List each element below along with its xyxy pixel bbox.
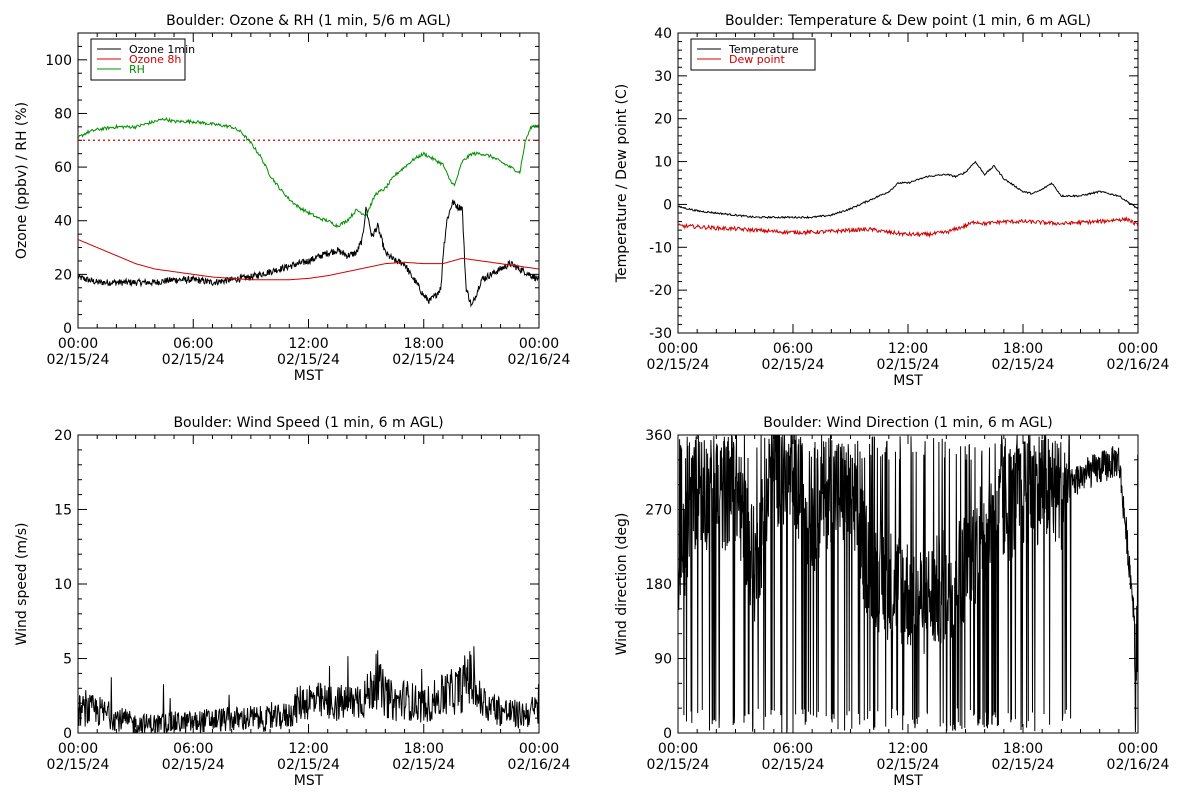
x-tick-date: 02/15/24 bbox=[392, 757, 455, 773]
x-tick-date: 02/15/24 bbox=[392, 352, 455, 368]
x-tick-date: 02/16/24 bbox=[1107, 757, 1170, 773]
series-line-ozone-1min bbox=[78, 199, 539, 308]
y-tick-label: 60 bbox=[54, 160, 72, 176]
x-tick-time: 00:00 bbox=[58, 741, 98, 757]
x-tick-date: 02/15/24 bbox=[762, 757, 825, 773]
x-tick-date: 02/15/24 bbox=[47, 757, 110, 773]
x-tick-time: 00:00 bbox=[658, 341, 698, 357]
y-tick-label: -30 bbox=[649, 326, 672, 342]
x-tick-date: 02/15/24 bbox=[992, 757, 1055, 773]
y-tick-label: 90 bbox=[654, 652, 672, 668]
legend-entry: Ozone 1min bbox=[129, 43, 195, 56]
x-tick-date: 02/15/24 bbox=[277, 757, 340, 773]
x-tick-date: 02/15/24 bbox=[762, 357, 825, 373]
x-axis-label: MST bbox=[893, 773, 923, 789]
series-line bbox=[678, 435, 1138, 733]
x-tick-time: 06:00 bbox=[773, 341, 813, 357]
x-tick-date: 02/15/24 bbox=[162, 757, 225, 773]
chart-title: Boulder: Ozone & RH (1 min, 5/6 m AGL) bbox=[166, 13, 451, 29]
y-tick-label: 0 bbox=[63, 726, 72, 742]
x-tick-date: 02/15/24 bbox=[647, 357, 710, 373]
series-line-ozone-8h bbox=[78, 239, 539, 281]
x-tick-date: 02/15/24 bbox=[877, 357, 940, 373]
x-tick-time: 00:00 bbox=[58, 336, 98, 352]
x-tick-time: 06:00 bbox=[173, 741, 213, 757]
chart-title: Boulder: Wind Speed (1 min, 6 m AGL) bbox=[173, 415, 443, 431]
y-axis-label: Temperature / Dew point (C) bbox=[614, 84, 630, 283]
chart-panel-2: Boulder: Temperature & Dew point (1 min,… bbox=[614, 13, 1170, 389]
chart-panel-1: Boulder: Ozone & RH (1 min, 5/6 m AGL)02… bbox=[14, 13, 571, 384]
legend-box bbox=[690, 38, 816, 71]
y-tick-label: 0 bbox=[663, 726, 672, 742]
chart-panel-4: Boulder: Wind Direction (1 min, 6 m AGL)… bbox=[614, 415, 1170, 789]
x-tick-time: 12:00 bbox=[288, 336, 328, 352]
legend-entry: RH bbox=[129, 63, 145, 76]
x-tick-time: 06:00 bbox=[773, 741, 813, 757]
y-axis-label: Wind direction (deg) bbox=[614, 513, 630, 656]
y-tick-label: 15 bbox=[54, 503, 72, 519]
x-tick-date: 02/16/24 bbox=[508, 352, 571, 368]
x-tick-time: 18:00 bbox=[1003, 741, 1043, 757]
y-tick-label: 5 bbox=[63, 652, 72, 668]
x-tick-time: 18:00 bbox=[1003, 341, 1043, 357]
x-tick-date: 02/16/24 bbox=[1107, 357, 1170, 373]
series-line-rh bbox=[78, 117, 539, 229]
x-tick-date: 02/16/24 bbox=[508, 757, 571, 773]
y-tick-label: 360 bbox=[645, 428, 672, 444]
y-tick-label: 20 bbox=[654, 112, 672, 128]
y-tick-label: 270 bbox=[645, 503, 672, 519]
x-tick-date: 02/15/24 bbox=[992, 357, 1055, 373]
x-axis-label: MST bbox=[893, 373, 923, 389]
x-tick-time: 12:00 bbox=[288, 741, 328, 757]
x-tick-date: 02/15/24 bbox=[277, 352, 340, 368]
y-axis-label: Ozone (ppbv) / RH (%) bbox=[14, 102, 30, 259]
x-tick-time: 12:00 bbox=[888, 741, 928, 757]
x-tick-date: 02/15/24 bbox=[647, 757, 710, 773]
y-tick-label: 100 bbox=[45, 53, 72, 69]
x-tick-time: 00:00 bbox=[658, 741, 698, 757]
x-axis-label: MST bbox=[294, 368, 324, 384]
series-line bbox=[78, 646, 539, 733]
chart-title: Boulder: Wind Direction (1 min, 6 m AGL) bbox=[763, 415, 1052, 431]
y-tick-label: 10 bbox=[54, 577, 72, 593]
x-tick-time: 00:00 bbox=[1118, 341, 1158, 357]
y-tick-label: 20 bbox=[54, 428, 72, 444]
x-tick-time: 00:00 bbox=[1118, 741, 1158, 757]
y-tick-label: -10 bbox=[649, 240, 672, 256]
x-tick-time: 06:00 bbox=[173, 336, 213, 352]
chart-title: Boulder: Temperature & Dew point (1 min,… bbox=[725, 13, 1091, 29]
y-tick-label: 20 bbox=[54, 267, 72, 283]
y-tick-label: 40 bbox=[54, 214, 72, 230]
x-tick-time: 00:00 bbox=[519, 741, 559, 757]
x-tick-time: 00:00 bbox=[519, 336, 559, 352]
y-axis-label: Wind speed (m/s) bbox=[14, 523, 30, 646]
x-tick-time: 18:00 bbox=[404, 741, 444, 757]
y-tick-label: 0 bbox=[63, 321, 72, 337]
x-tick-date: 02/15/24 bbox=[47, 352, 110, 368]
x-tick-time: 12:00 bbox=[888, 341, 928, 357]
y-tick-label: -20 bbox=[649, 283, 672, 299]
legend-entry: Temperature bbox=[728, 43, 799, 56]
y-tick-label: 0 bbox=[663, 197, 672, 213]
y-tick-label: 10 bbox=[654, 155, 672, 171]
series-line-temperature bbox=[678, 160, 1138, 220]
series-line-dew-point bbox=[678, 216, 1138, 238]
y-tick-label: 180 bbox=[645, 577, 672, 593]
y-tick-label: 40 bbox=[654, 26, 672, 42]
x-axis-label: MST bbox=[294, 773, 324, 789]
x-tick-date: 02/15/24 bbox=[162, 352, 225, 368]
y-tick-label: 80 bbox=[54, 106, 72, 122]
legend-entry: Dew point bbox=[729, 53, 785, 66]
x-tick-time: 18:00 bbox=[404, 336, 444, 352]
chart-panel-3: Boulder: Wind Speed (1 min, 6 m AGL) 0 5 10… bbox=[14, 415, 571, 789]
y-tick-label: 30 bbox=[654, 69, 672, 85]
x-tick-date: 02/15/24 bbox=[877, 757, 940, 773]
legend-entry: Ozone 8h bbox=[129, 53, 181, 66]
